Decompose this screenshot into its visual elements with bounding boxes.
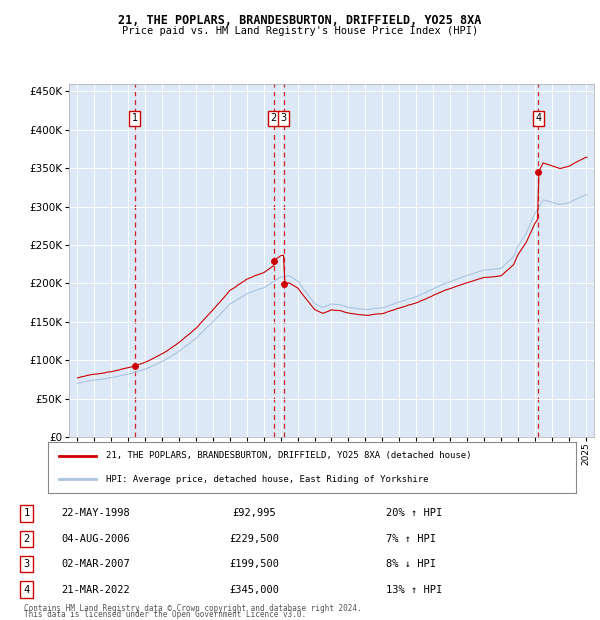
Text: 8% ↓ HPI: 8% ↓ HPI <box>386 559 436 569</box>
Text: 13% ↑ HPI: 13% ↑ HPI <box>386 585 443 595</box>
Text: 7% ↑ HPI: 7% ↑ HPI <box>386 534 436 544</box>
Text: £199,500: £199,500 <box>229 559 279 569</box>
Text: 1: 1 <box>131 113 138 123</box>
Text: 21, THE POPLARS, BRANDESBURTON, DRIFFIELD, YO25 8XA: 21, THE POPLARS, BRANDESBURTON, DRIFFIEL… <box>118 14 482 27</box>
Text: £345,000: £345,000 <box>229 585 279 595</box>
Text: 21, THE POPLARS, BRANDESBURTON, DRIFFIELD, YO25 8XA (detached house): 21, THE POPLARS, BRANDESBURTON, DRIFFIEL… <box>106 451 472 460</box>
Text: This data is licensed under the Open Government Licence v3.0.: This data is licensed under the Open Gov… <box>24 609 306 619</box>
Text: 21-MAR-2022: 21-MAR-2022 <box>61 585 130 595</box>
Text: 3: 3 <box>281 113 287 123</box>
Text: HPI: Average price, detached house, East Riding of Yorkshire: HPI: Average price, detached house, East… <box>106 475 428 484</box>
Text: 1: 1 <box>23 508 29 518</box>
Text: 4: 4 <box>535 113 542 123</box>
Text: 2: 2 <box>271 113 277 123</box>
Text: 04-AUG-2006: 04-AUG-2006 <box>61 534 130 544</box>
Text: 4: 4 <box>23 585 29 595</box>
Text: 02-MAR-2007: 02-MAR-2007 <box>61 559 130 569</box>
Text: 3: 3 <box>23 559 29 569</box>
Text: £92,995: £92,995 <box>232 508 276 518</box>
Text: 20% ↑ HPI: 20% ↑ HPI <box>386 508 443 518</box>
Text: £229,500: £229,500 <box>229 534 279 544</box>
Text: 2: 2 <box>23 534 29 544</box>
Text: 22-MAY-1998: 22-MAY-1998 <box>61 508 130 518</box>
Text: Contains HM Land Registry data © Crown copyright and database right 2024.: Contains HM Land Registry data © Crown c… <box>24 603 362 613</box>
Text: Price paid vs. HM Land Registry's House Price Index (HPI): Price paid vs. HM Land Registry's House … <box>122 26 478 36</box>
